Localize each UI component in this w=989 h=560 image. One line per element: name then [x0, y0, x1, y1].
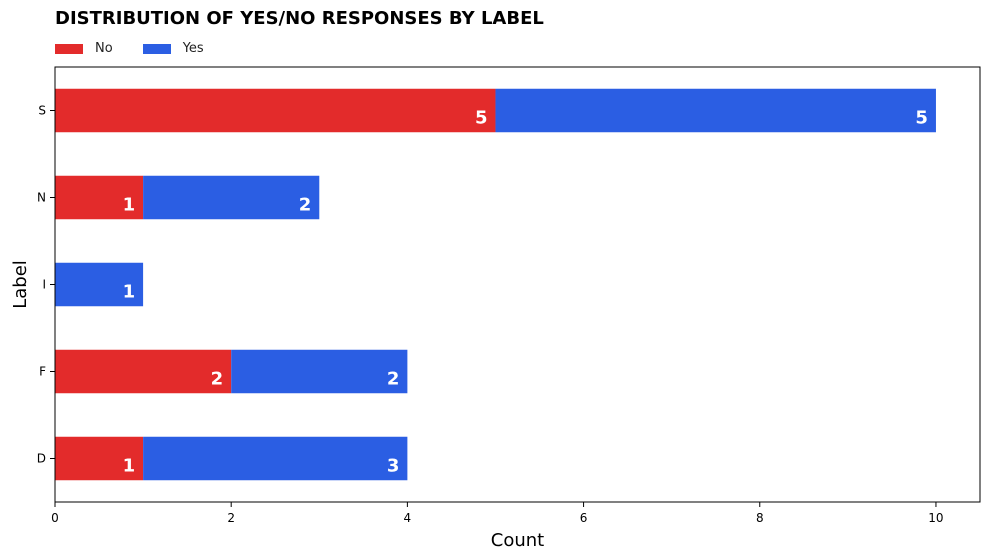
x-tick-label: 8 [756, 511, 764, 525]
bar-value-label-no-S: 5 [475, 108, 488, 129]
bar-no-N [55, 175, 144, 220]
y-tick-label-I: I [42, 278, 46, 292]
bar-no-D [55, 436, 144, 481]
x-tick-label: 6 [580, 511, 588, 525]
chart-title: DISTRIBUTION OF YES/NO RESPONSES BY LABE… [55, 8, 544, 29]
bar-value-label-no-F: 2 [211, 369, 224, 390]
x-axis-title: Count [491, 530, 544, 551]
bar-yes-I [55, 262, 144, 307]
y-axis-ticks: D F I N S [37, 104, 55, 466]
x-tick-label: 10 [928, 511, 943, 525]
x-tick-label: 2 [227, 511, 235, 525]
x-tick-label: 4 [404, 511, 412, 525]
legend: No Yes [55, 41, 234, 56]
bar-yes-N [143, 175, 320, 220]
y-tick-label-N: N [37, 191, 46, 205]
bar-value-label-yes-F: 2 [387, 369, 400, 390]
bar-no-F [55, 349, 232, 394]
legend-label-no: No [95, 41, 113, 56]
bar-yes-S [495, 88, 936, 133]
bars-group [55, 88, 936, 481]
bar-no-S [55, 88, 496, 133]
bar-value-label-yes-N: 2 [299, 195, 312, 216]
x-axis-ticks: 0 2 4 6 8 10 [51, 502, 944, 525]
x-tick-label: 0 [51, 511, 59, 525]
bar-value-label-yes-S: 5 [915, 108, 928, 129]
y-tick-label-S: S [38, 104, 46, 118]
legend-swatch-yes [142, 43, 171, 54]
legend-swatch-no [55, 43, 83, 54]
y-axis-title: Label [10, 260, 31, 309]
legend-item-yes: Yes [142, 41, 204, 56]
bar-value-label-yes-I: 1 [123, 282, 136, 303]
y-tick-label-D: D [37, 452, 46, 466]
bar-yes-D [143, 436, 408, 481]
bar-labels-group: 1 3 2 2 1 1 2 5 5 [123, 108, 928, 477]
legend-label-yes: Yes [182, 41, 204, 56]
bar-yes-F [231, 349, 408, 394]
bar-value-label-no-D: 1 [123, 456, 136, 477]
y-tick-label-F: F [39, 365, 46, 379]
bar-value-label-no-N: 1 [123, 195, 136, 216]
legend-item-no: No [55, 41, 113, 56]
bar-value-label-yes-D: 3 [387, 456, 400, 477]
